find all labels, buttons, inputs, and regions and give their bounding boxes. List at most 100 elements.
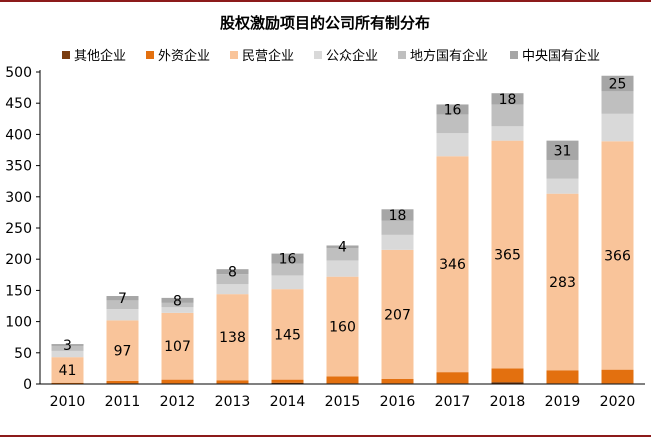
bar-segment: [271, 289, 304, 380]
legend-label: 民营企业: [242, 48, 294, 64]
bar-segment: [106, 309, 139, 321]
legend: 其他企业 外资企业 民营企业 公众企业 地方国有企业 中央国有企业: [62, 48, 600, 64]
data-label: 97: [114, 344, 132, 360]
bar-segment: [161, 312, 194, 380]
bar-segment: [436, 133, 469, 157]
bar-segment: [216, 294, 249, 381]
bar-segment: [381, 209, 414, 221]
bar-segment: [326, 245, 359, 248]
y-tick-label: 0: [23, 377, 32, 393]
bar-segment: [491, 368, 524, 383]
bar-segment: [381, 220, 414, 235]
y-tick-label: 150: [5, 283, 32, 299]
data-label: 8: [228, 265, 237, 281]
y-tick-label: 250: [5, 221, 32, 237]
bar-segment: [216, 274, 249, 285]
legend-swatch: [146, 51, 154, 59]
chart-title: 股权激励项目的公司所有制分布: [220, 14, 430, 32]
x-tick-label: 2018: [490, 394, 526, 410]
bar-segment: [271, 382, 304, 384]
bottom-border-line: [0, 435, 651, 437]
bar-segment: [381, 234, 414, 250]
data-label: 365: [494, 248, 521, 264]
x-tick-label: 2010: [50, 394, 86, 410]
bar-segment: [326, 276, 359, 377]
bar-segment: [601, 113, 634, 142]
x-tick-label: 2015: [325, 394, 361, 410]
bar-segment: [381, 249, 414, 380]
bar-segment: [546, 370, 579, 384]
bar-segment: [51, 357, 84, 383]
data-label: 3: [63, 338, 72, 354]
bar-segment: [491, 126, 524, 141]
bar-segment: [271, 263, 304, 276]
bar-segment: [436, 104, 469, 115]
data-label: 4: [338, 240, 347, 256]
y-tick-label: 300: [5, 190, 32, 206]
bar-segment: [106, 300, 139, 310]
bar-segment: [601, 141, 634, 370]
data-label: 145: [274, 327, 301, 343]
y-tick-label: 100: [5, 315, 32, 331]
data-label: 8: [173, 293, 182, 309]
bar-segment: [271, 253, 304, 264]
data-label: 283: [549, 275, 576, 291]
bar-segment: [161, 307, 194, 313]
data-label: 7: [118, 291, 127, 307]
y-tick-label: 400: [5, 127, 32, 143]
y-tick-label: 500: [5, 65, 32, 81]
legend-swatch: [230, 51, 238, 59]
x-tick-label: 2017: [435, 394, 471, 410]
legend-swatch: [314, 51, 322, 59]
data-label: 18: [389, 208, 407, 224]
bars: 41 3 97 7 107 8 138 8 145 16 160 4 207 18 346 16 365 18 28…: [51, 75, 634, 384]
bar-segment: [106, 320, 139, 381]
bar-segment: [491, 382, 524, 384]
bar-segment: [491, 93, 524, 105]
bar-segment: [326, 260, 359, 277]
legend-swatch: [510, 51, 518, 59]
legend-label: 其他企业: [74, 48, 126, 64]
y-tick-label: 200: [5, 252, 32, 268]
x-tick-label: 2014: [270, 394, 306, 410]
bar-segment: [491, 140, 524, 369]
bar-segment: [436, 372, 469, 384]
x-tick-label: 2013: [215, 394, 251, 410]
bar-segment: [436, 114, 469, 134]
bar-segment: [51, 382, 84, 384]
x-tick-label: 2012: [160, 394, 196, 410]
bar-segment: [601, 91, 634, 114]
y-tick-label: 350: [5, 159, 32, 175]
top-border-line: [0, 0, 651, 2]
y-tick-label: 50: [14, 346, 32, 362]
bar-segment: [51, 345, 84, 351]
bar-segment: [161, 302, 194, 308]
bar-segment: [381, 379, 414, 384]
bar-segment: [51, 350, 84, 358]
bar-segment: [106, 380, 139, 384]
legend-swatch: [62, 51, 70, 59]
data-label: 16: [444, 102, 462, 118]
x-tick-label: 2011: [105, 394, 141, 410]
bar-segment: [491, 104, 524, 127]
data-label: 207: [384, 307, 411, 323]
data-label: 41: [59, 363, 77, 379]
data-label: 18: [499, 92, 517, 108]
data-label: 346: [439, 257, 466, 273]
bar-segment: [601, 75, 634, 92]
y-tick-label: 450: [5, 96, 32, 112]
bar-segment: [161, 297, 194, 303]
x-tick-label: 2019: [545, 394, 581, 410]
bar-segment: [601, 369, 634, 384]
bar-segment: [106, 296, 139, 301]
bar-segment: [546, 159, 579, 179]
data-label: 160: [329, 320, 356, 336]
bar-segment: [546, 178, 579, 194]
bar-segment: [216, 269, 249, 275]
legend-label: 地方国有企业: [410, 48, 488, 64]
bar-segment: [326, 247, 359, 261]
data-label: 138: [219, 330, 246, 346]
data-label: 25: [609, 77, 627, 93]
